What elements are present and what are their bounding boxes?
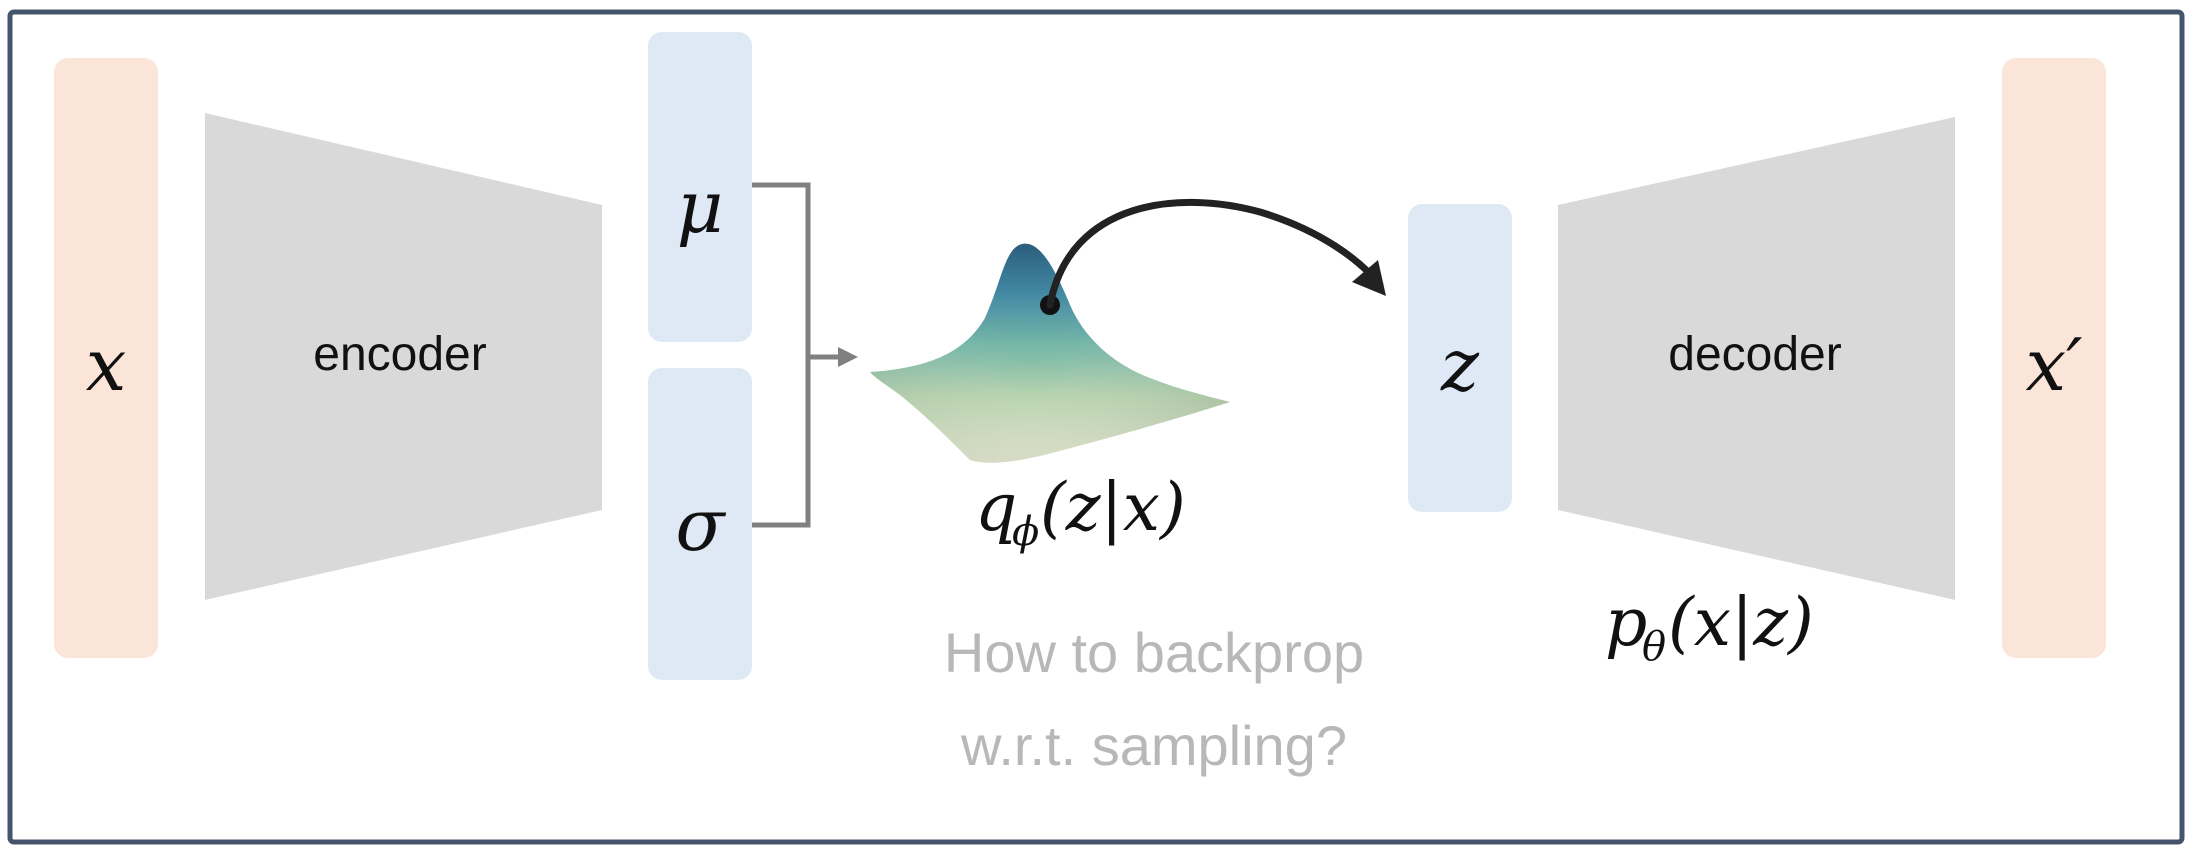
sampling-arrow-head [1352, 260, 1386, 296]
distribution-label-args: (z|x) [1040, 469, 1186, 546]
sigma-block [648, 368, 752, 680]
distribution-label-sub: ϕ [1012, 509, 1039, 555]
question-line-2: w.r.t. sampling? [960, 714, 1347, 777]
question-line-1: How to backprop [944, 621, 1364, 684]
sampling-arrow [1046, 198, 1384, 309]
decoder-distribution-label: p θ (x|z) [1605, 584, 1814, 670]
output-symbol: x′ [2026, 323, 2083, 407]
decoder-label-sub: θ [1642, 624, 1666, 670]
distribution-label: q ϕ (z|x) [975, 469, 1186, 555]
mu-block [648, 32, 752, 342]
z-symbol: z [1440, 323, 1480, 407]
encoder-label: encoder [313, 328, 486, 381]
mu-symbol: μ [677, 165, 724, 249]
sigma-symbol: σ [675, 483, 726, 567]
input-symbol: x [86, 323, 127, 407]
decoder-label-args: (x|z) [1668, 584, 1814, 661]
encoder-trapezoid [205, 113, 602, 600]
distribution-label-q: q [975, 469, 1017, 546]
decoder-trapezoid [1558, 117, 1955, 600]
input-block [54, 58, 158, 658]
decoder-label: decoder [1668, 328, 1841, 381]
z-block [1408, 204, 1512, 512]
decoder-label-p: p [1605, 584, 1647, 661]
output-block [2002, 58, 2106, 658]
gaussian-distribution-surface [870, 243, 1230, 463]
